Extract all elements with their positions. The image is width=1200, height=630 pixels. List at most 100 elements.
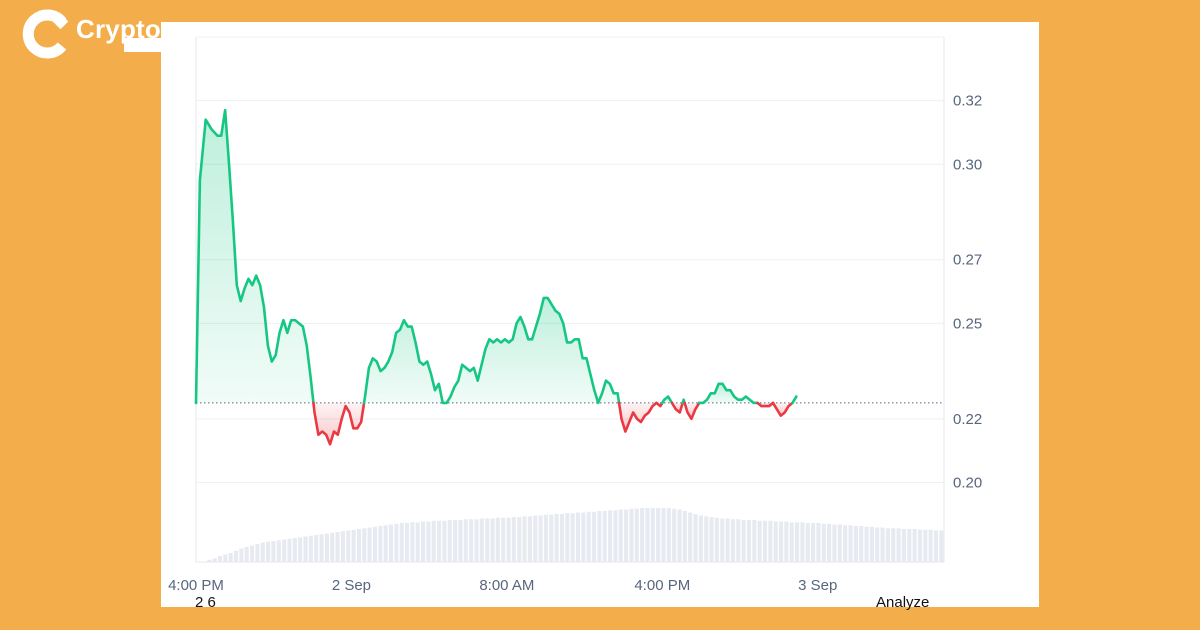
volume-bar bbox=[875, 527, 880, 562]
volume-bar bbox=[298, 537, 303, 562]
volume-bar bbox=[533, 515, 538, 562]
volume-bar bbox=[907, 529, 912, 562]
volume-bar bbox=[811, 523, 816, 562]
volume-bar bbox=[917, 529, 923, 562]
volume-bar bbox=[565, 513, 570, 562]
volume-bar bbox=[853, 526, 858, 562]
volume-bar bbox=[421, 521, 426, 562]
volume-bar bbox=[335, 532, 340, 562]
volume-bar bbox=[800, 522, 805, 562]
volume-bar bbox=[575, 512, 581, 562]
volume-bar bbox=[778, 521, 784, 562]
volume-bar bbox=[437, 520, 442, 562]
volume-bar bbox=[736, 519, 741, 562]
volume-bar bbox=[549, 514, 554, 562]
volume-bar bbox=[362, 528, 367, 562]
volume-bar bbox=[784, 521, 789, 562]
area-below-baseline bbox=[313, 402, 365, 445]
volume-bar bbox=[645, 508, 650, 562]
tagline-backdrop bbox=[124, 38, 161, 52]
volume-bar bbox=[383, 525, 388, 562]
volume-bar bbox=[410, 522, 415, 562]
volume-bar bbox=[746, 520, 752, 562]
volume-bar bbox=[586, 511, 591, 562]
volume-bar bbox=[485, 518, 490, 562]
price-area bbox=[196, 110, 797, 445]
footer-left-text: 2 6 bbox=[195, 594, 216, 611]
volume-bar bbox=[324, 533, 329, 562]
volume-bar bbox=[314, 535, 319, 562]
volume-bar bbox=[559, 514, 565, 562]
volume-bar bbox=[789, 522, 794, 562]
line-segment-up bbox=[194, 108, 315, 405]
volume-bar bbox=[672, 508, 677, 562]
volume-bar bbox=[591, 511, 597, 562]
volume-bar bbox=[912, 529, 917, 562]
volume-bar bbox=[923, 529, 928, 562]
line-segment-down bbox=[670, 401, 684, 414]
volume-bar bbox=[688, 512, 693, 562]
volume-bar bbox=[602, 511, 607, 562]
volume-bar bbox=[234, 550, 239, 562]
line-segment-down bbox=[756, 401, 775, 408]
volume-bar bbox=[757, 520, 762, 562]
volume-bar bbox=[340, 531, 345, 562]
volume-bar bbox=[554, 514, 559, 562]
volume-bar bbox=[426, 521, 431, 562]
volume-bar bbox=[837, 524, 842, 562]
line-segment-down bbox=[312, 401, 366, 446]
volume-bar bbox=[453, 520, 458, 562]
volume-bar bbox=[618, 509, 623, 562]
volume-bar bbox=[356, 529, 362, 562]
line-segment-down bbox=[617, 401, 658, 433]
x-tick-label: 4:00 PM bbox=[168, 577, 224, 594]
volume-bar bbox=[661, 508, 666, 562]
volume-bar bbox=[629, 508, 634, 562]
volume-bar bbox=[843, 525, 848, 562]
volume-bar bbox=[330, 532, 335, 562]
volume-bar bbox=[260, 542, 265, 562]
volume-bar bbox=[832, 524, 837, 562]
volume-bar bbox=[768, 520, 773, 562]
volume-bar bbox=[725, 518, 730, 562]
volume-bar bbox=[864, 526, 869, 562]
volume-bar bbox=[474, 519, 479, 562]
line-segment-down bbox=[771, 401, 794, 417]
volume-bar bbox=[859, 526, 864, 562]
volume-bar bbox=[608, 510, 613, 562]
volume-bar bbox=[816, 523, 821, 562]
volume-bar bbox=[469, 519, 474, 562]
volume-bar bbox=[682, 511, 687, 562]
volume-bar bbox=[581, 512, 586, 562]
volume-bar bbox=[650, 508, 655, 562]
volume-bar bbox=[495, 517, 500, 562]
volume-bar bbox=[773, 521, 778, 562]
line-segment-up bbox=[697, 382, 759, 405]
volume-bar bbox=[709, 517, 714, 562]
volume-bar bbox=[901, 529, 906, 562]
volume-bar bbox=[677, 509, 682, 562]
analyze-link[interactable]: Analyze bbox=[876, 594, 930, 611]
volume-bar bbox=[223, 554, 228, 562]
line-segment-up bbox=[362, 296, 621, 405]
volume-bar bbox=[244, 547, 249, 562]
volume-bar bbox=[640, 508, 645, 562]
volume-bar bbox=[869, 526, 874, 562]
volume-bar bbox=[939, 530, 944, 562]
y-tick-label: 0.20 bbox=[953, 474, 982, 491]
volume-bar bbox=[399, 523, 404, 562]
volume-bar bbox=[228, 553, 233, 562]
volume-bar bbox=[447, 520, 452, 562]
volume-bar bbox=[527, 516, 532, 562]
volume-bar bbox=[415, 522, 420, 562]
volume-bar bbox=[292, 538, 297, 562]
area-below-baseline bbox=[619, 402, 657, 432]
line-segment-up bbox=[660, 395, 674, 405]
brand-tagline: daily c bbox=[132, 40, 161, 50]
logo-c-icon bbox=[22, 9, 69, 59]
y-axis-ticks: 0.20 0.22 0.25 0.27 0.30 0.32 bbox=[953, 93, 982, 492]
volume-bar bbox=[404, 523, 410, 562]
x-tick-label: 8:00 AM bbox=[479, 577, 534, 594]
volume-bar bbox=[372, 526, 378, 562]
